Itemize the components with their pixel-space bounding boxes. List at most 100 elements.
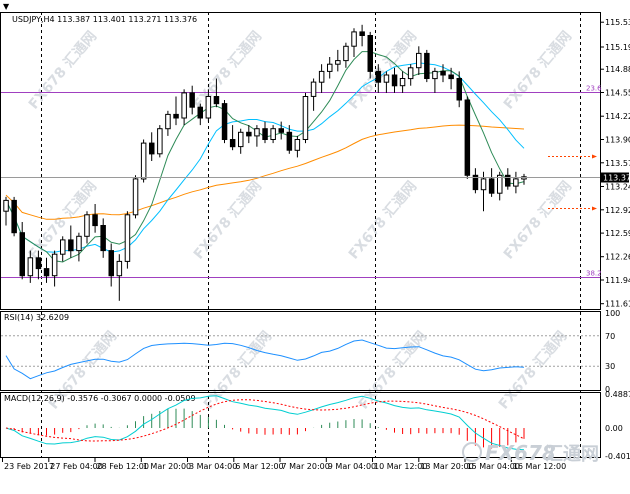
candle[interactable] bbox=[383, 71, 390, 93]
price-tick-label: 113.900 bbox=[605, 136, 630, 145]
candle[interactable] bbox=[173, 96, 179, 126]
candle[interactable] bbox=[399, 71, 406, 93]
price-plot[interactable]: 23.6 38.2 bbox=[1, 24, 602, 301]
macd-plot[interactable] bbox=[5, 395, 525, 451]
time-tick-label: 15 Mar 04:00 bbox=[467, 462, 520, 471]
chart-menu-arrow[interactable]: ▼ bbox=[3, 2, 10, 11]
candle[interactable] bbox=[27, 250, 34, 283]
candle[interactable] bbox=[375, 64, 382, 93]
candle[interactable] bbox=[181, 89, 187, 126]
rsi-plot[interactable] bbox=[1, 335, 600, 380]
fx678-logo-text: FX678 bbox=[485, 441, 556, 465]
candle[interactable] bbox=[513, 171, 519, 194]
candle[interactable] bbox=[286, 125, 293, 154]
candle[interactable] bbox=[488, 168, 495, 197]
time-tick-label: 27 Feb 04:00 bbox=[50, 462, 102, 471]
candle[interactable] bbox=[11, 196, 17, 237]
candle-body-bear bbox=[108, 250, 114, 277]
candle-body-bull bbox=[157, 128, 163, 155]
candle-body-bear bbox=[229, 139, 236, 148]
candle[interactable] bbox=[108, 243, 114, 287]
candle[interactable] bbox=[294, 135, 301, 158]
candle[interactable] bbox=[229, 125, 236, 151]
candle[interactable] bbox=[197, 103, 203, 126]
candle[interactable] bbox=[246, 125, 252, 144]
candle[interactable] bbox=[262, 121, 268, 144]
price-tick-label: 112.920 bbox=[605, 206, 630, 215]
day-separators bbox=[41, 12, 581, 458]
candle[interactable] bbox=[335, 49, 341, 72]
candle[interactable] bbox=[221, 100, 228, 144]
candle[interactable] bbox=[391, 67, 398, 93]
price-tick-label: 114.225 bbox=[605, 112, 630, 121]
candle[interactable] bbox=[327, 57, 333, 79]
candle[interactable] bbox=[448, 67, 454, 90]
watermark-text: FX678 汇通网 bbox=[346, 178, 420, 262]
candle[interactable] bbox=[432, 67, 438, 93]
candle[interactable] bbox=[35, 250, 42, 280]
candle[interactable] bbox=[124, 211, 131, 269]
candle-body-bull bbox=[294, 139, 301, 151]
candle[interactable] bbox=[43, 257, 50, 283]
candle[interactable] bbox=[140, 139, 147, 183]
candle[interactable] bbox=[464, 96, 471, 179]
candle[interactable] bbox=[213, 78, 220, 108]
candle[interactable] bbox=[310, 78, 317, 111]
candle[interactable] bbox=[302, 92, 309, 144]
candle[interactable] bbox=[351, 28, 357, 57]
macd-tick-label: 0.4887 bbox=[605, 390, 630, 399]
candle[interactable] bbox=[440, 64, 446, 83]
price-tick-label: 112.265 bbox=[605, 253, 630, 262]
candle[interactable] bbox=[100, 218, 106, 258]
candle[interactable] bbox=[318, 64, 325, 93]
price-tick-label: 114.555 bbox=[605, 89, 630, 98]
candle[interactable] bbox=[367, 31, 373, 79]
candle[interactable] bbox=[472, 168, 479, 194]
candle[interactable] bbox=[116, 254, 123, 301]
candle[interactable] bbox=[278, 121, 284, 140]
candle[interactable] bbox=[84, 211, 90, 244]
candle[interactable] bbox=[238, 128, 244, 154]
candle-body-bull bbox=[254, 128, 260, 137]
candle[interactable] bbox=[132, 175, 139, 219]
candle-body-bear bbox=[221, 103, 228, 140]
candle-body-bear bbox=[456, 78, 462, 101]
candle[interactable] bbox=[60, 236, 66, 262]
candle[interactable] bbox=[51, 250, 58, 287]
candle[interactable] bbox=[407, 64, 414, 86]
candle[interactable] bbox=[76, 232, 82, 262]
candle[interactable] bbox=[254, 125, 260, 147]
candle[interactable] bbox=[149, 132, 155, 161]
candle[interactable] bbox=[343, 42, 349, 68]
time-tick-label: 6 Mar 12:00 bbox=[235, 462, 283, 471]
candle[interactable] bbox=[480, 171, 487, 212]
candle[interactable] bbox=[68, 225, 74, 258]
candle[interactable] bbox=[456, 71, 462, 108]
candle-body-bull bbox=[60, 239, 66, 255]
candle[interactable] bbox=[157, 125, 163, 158]
price-tick-label: 115.190 bbox=[605, 43, 630, 52]
candle[interactable] bbox=[521, 173, 527, 185]
fib-level-label: 38.2 bbox=[586, 270, 602, 278]
candle[interactable] bbox=[3, 196, 9, 226]
candle-body-bear bbox=[100, 225, 106, 252]
price-axis[interactable]: 115.535 115.190 114.880 114.555 114.225 113.9… bbox=[601, 18, 630, 461]
candle[interactable] bbox=[165, 110, 171, 136]
candle[interactable] bbox=[497, 171, 503, 201]
candle[interactable] bbox=[359, 24, 365, 47]
watermark-text: FX678 汇通网 bbox=[501, 178, 575, 262]
candle[interactable] bbox=[505, 168, 511, 190]
candle[interactable] bbox=[270, 125, 276, 144]
candle[interactable] bbox=[19, 222, 25, 280]
candle[interactable] bbox=[92, 204, 98, 233]
candle-body-bull bbox=[318, 70, 325, 83]
candle-body-bull bbox=[416, 52, 422, 69]
candle-body-bear bbox=[68, 239, 74, 252]
candle[interactable] bbox=[424, 49, 430, 83]
candle[interactable] bbox=[189, 85, 195, 115]
candle[interactable] bbox=[416, 46, 422, 75]
candle[interactable] bbox=[205, 89, 212, 122]
